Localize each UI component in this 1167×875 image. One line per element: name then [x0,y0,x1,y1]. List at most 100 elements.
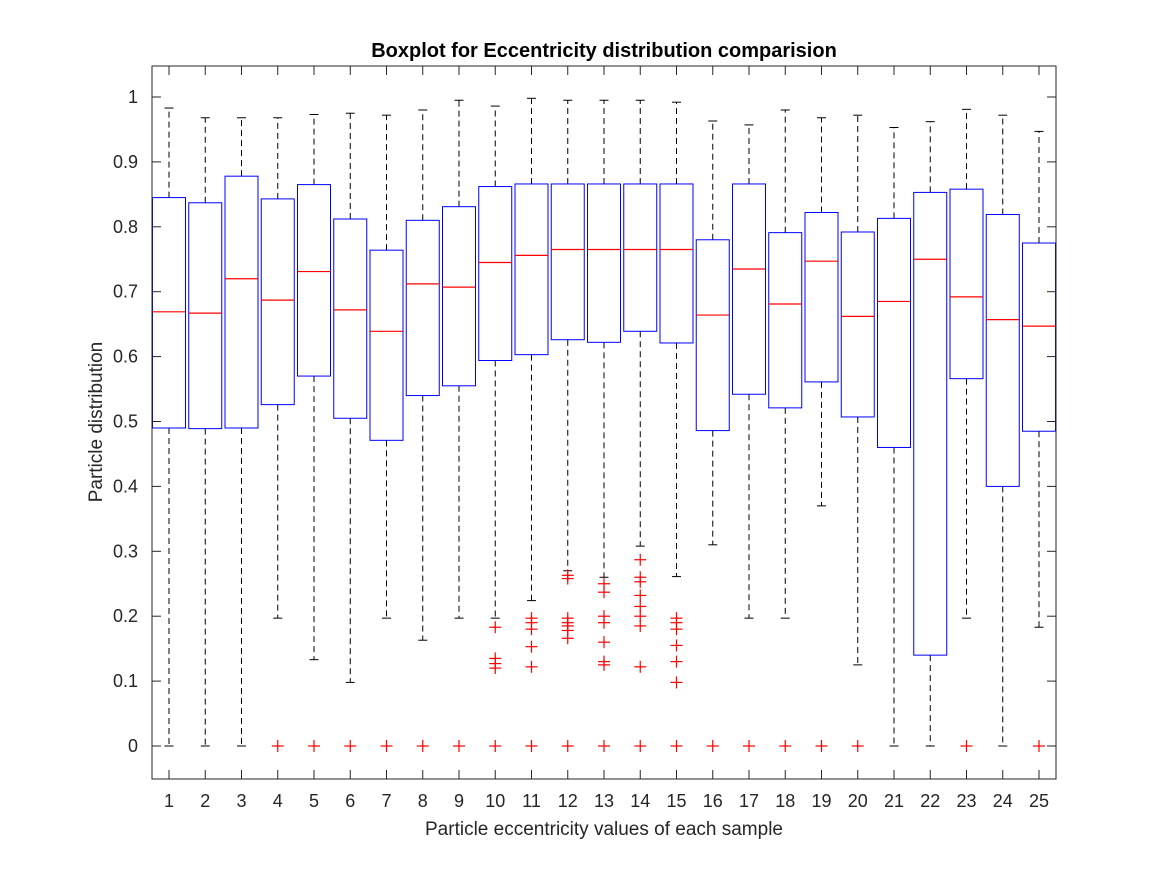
chart-title: Boxplot for Eccentricity distribution co… [371,40,837,62]
y-tick-label: 0.8 [113,217,138,237]
box-group [260,117,295,752]
outlier-marker [489,652,502,665]
box-group [623,99,658,752]
box [478,186,513,361]
x-tick-label: 7 [381,791,391,811]
outlier-marker [453,740,465,752]
outlier-marker [851,740,864,752]
x-tick-label: 8 [418,791,428,811]
box [913,191,948,656]
outlier-marker [598,655,610,668]
y-tick-label: 0.3 [113,541,138,561]
outlier-marker [416,740,429,752]
outlier-marker [525,640,538,653]
box [985,213,1020,487]
outlier-marker [815,740,828,752]
outlier-marker [960,740,973,752]
box [949,188,984,380]
y-tick-label: 1 [128,87,138,107]
outlier-marker [271,740,284,752]
y-tick-label: 0.4 [113,476,138,496]
box [333,218,368,419]
box-group [478,105,513,752]
y-tick-label: 0.1 [113,671,138,691]
box [260,198,295,406]
outlier-marker [634,660,647,673]
x-tick-label: 19 [811,791,831,811]
outlier-marker [634,600,647,613]
box [405,219,440,397]
x-tick-label: 9 [454,791,464,811]
outlier-marker [561,740,574,752]
x-tick-label: 23 [956,791,976,811]
outlier-marker [743,740,755,752]
outlier-marker [525,612,538,625]
outlier-marker [598,636,610,649]
outlier-marker [598,740,610,752]
box [732,183,766,395]
box-group [949,108,984,752]
box-group [768,109,803,752]
outlier-marker [489,740,502,752]
box-group [514,97,549,752]
x-tick-label: 11 [522,791,541,811]
y-tick-label: 0.7 [113,282,138,302]
box-group [405,109,440,752]
outlier-marker [634,553,647,566]
box-group [804,117,839,752]
box-group [840,114,875,752]
outlier-marker [489,621,502,634]
box [188,202,223,430]
x-tick-label: 24 [993,791,1013,811]
x-tick-label: 10 [485,791,505,811]
outlier-marker [670,740,683,752]
box-group [659,101,694,752]
outlier-marker [670,676,683,689]
x-tick-label: 20 [848,791,868,811]
outlier-marker [1033,740,1045,752]
y-tick-label: 0.5 [113,412,138,432]
y-tick-label: 0 [128,736,138,756]
x-tick-label: 25 [1029,791,1049,811]
box [659,183,694,344]
box-group [877,127,911,747]
x-tick-label: 2 [200,791,210,811]
box [804,212,839,383]
box-group [224,117,259,747]
outlier-marker [670,639,683,652]
box-group [297,114,331,752]
box [623,183,658,332]
x-tick-label: 17 [739,791,759,811]
outlier-marker [380,740,393,752]
box-group [333,112,368,752]
box-group [695,120,730,752]
outlier-marker [598,610,610,623]
box [442,206,476,387]
y-axis-label: Particle distribution [86,342,107,503]
box [369,249,404,441]
x-tick-label: 4 [273,791,283,811]
outlier-marker [634,571,647,584]
x-tick-label: 5 [309,791,319,811]
x-tick-label: 21 [884,791,904,811]
outlier-marker [706,740,719,752]
y-tick-label: 0.6 [113,347,138,367]
outlier-marker [634,740,647,752]
y-axis-ticks: 0 0.1 0.2 0.3 0.4 0.5 0.6 0.7 0.8 0.9 1 [113,87,1056,756]
y-tick-label: 0.2 [113,606,138,626]
box-group [369,114,404,752]
plot-area [152,97,1056,752]
outlier-marker [308,740,320,752]
x-tick-label: 16 [703,791,723,811]
x-axis-label: Particle eccentricity values of each sam… [425,819,783,840]
x-tick-label: 3 [236,791,246,811]
outlier-marker [525,740,538,752]
x-tick-label: 15 [666,791,686,811]
x-tick-label: 13 [594,791,614,811]
box-group [550,99,585,752]
x-tick-label: 14 [630,791,650,811]
outlier-marker [561,612,574,625]
outlier-marker [670,655,683,668]
outlier-marker [344,740,357,752]
